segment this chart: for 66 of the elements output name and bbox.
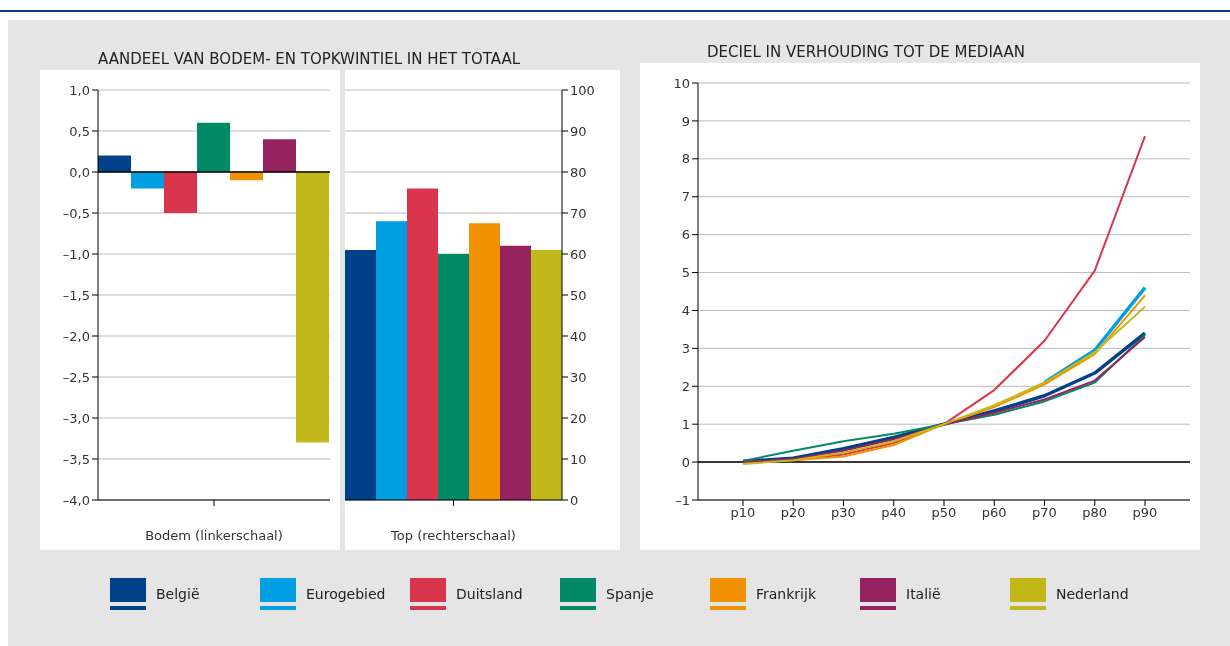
x-tick-label: p50: [931, 505, 957, 521]
y-tick-label: –2,0: [62, 328, 90, 344]
y-tick-label: 40: [570, 328, 587, 344]
bar: [407, 188, 438, 500]
y-tick-label: –3,0: [62, 410, 90, 426]
legend-label: Nederland: [1056, 586, 1129, 602]
chart-title: AANDEEL VAN BODEM- EN TOPKWINTIEL IN HET TOTAAL: [98, 50, 521, 68]
bar: [438, 254, 469, 500]
y-tick-label: 30: [570, 369, 587, 385]
bar: [500, 245, 531, 500]
y-tick-label: –1: [675, 492, 690, 508]
bar: [469, 223, 500, 500]
y-tick-label: –0,5: [62, 205, 90, 221]
y-tick-label: 0,0: [69, 164, 90, 180]
y-tick-label: 80: [570, 164, 587, 180]
y-tick-label: –3,5: [62, 451, 90, 467]
legend-label: Frankrijk: [756, 586, 816, 602]
legend-label: Spanje: [606, 586, 654, 602]
y-tick-label: 20: [570, 410, 587, 426]
bar: [164, 172, 197, 213]
x-tick-label: p70: [1032, 505, 1057, 521]
y-tick-label: 4: [681, 303, 690, 319]
bar: [296, 172, 329, 443]
bar: [197, 122, 230, 172]
y-tick-label: 8: [681, 151, 690, 167]
x-axis-title: Top (rechterschaal): [390, 528, 516, 543]
y-tick-label: –1,0: [62, 246, 90, 262]
y-tick-label: –4,0: [62, 492, 90, 508]
x-tick-label: p20: [780, 505, 806, 521]
y-tick-label: 2: [681, 378, 690, 394]
bar: [376, 221, 407, 500]
x-tick-label: p80: [1082, 505, 1108, 521]
chart-title: DECIEL IN VERHOUDING TOT DE MEDIAAN: [707, 43, 1026, 61]
bar: [345, 249, 376, 500]
x-tick-label: p10: [730, 505, 756, 521]
y-tick-label: 0,5: [69, 123, 90, 139]
legend-label: Italië: [906, 586, 941, 602]
bar: [531, 249, 562, 500]
x-tick-label: p90: [1132, 505, 1158, 521]
bar: [263, 139, 296, 172]
y-tick-label: 70: [570, 205, 587, 221]
y-tick-label: 9: [681, 113, 690, 129]
y-tick-label: 6: [681, 227, 690, 243]
y-tick-label: 100: [570, 82, 595, 98]
x-tick-label: p60: [981, 505, 1007, 521]
legend-label: Eurogebied: [306, 586, 386, 602]
legend-label: Duitsland: [456, 586, 523, 602]
bar: [131, 172, 164, 189]
x-tick-label: p40: [881, 505, 907, 521]
y-tick-label: 1: [681, 416, 690, 432]
y-tick-label: 0: [681, 454, 690, 470]
y-tick-label: 1,0: [69, 82, 90, 98]
y-tick-label: 60: [570, 246, 587, 262]
legend-label: België: [156, 586, 200, 602]
x-axis-title: Bodem (linkerschaal): [145, 528, 283, 543]
y-tick-label: –1,5: [62, 287, 90, 303]
y-tick-label: 10: [570, 451, 587, 467]
y-tick-label: 3: [681, 340, 690, 356]
y-tick-label: 7: [681, 189, 690, 205]
y-tick-label: 50: [570, 287, 587, 303]
x-tick-label: p30: [831, 505, 856, 521]
y-tick-label: 5: [681, 265, 690, 281]
y-tick-label: 10: [673, 75, 690, 91]
y-tick-label: 0: [570, 492, 579, 508]
y-tick-label: –2,5: [62, 369, 90, 385]
y-tick-label: 90: [570, 123, 587, 139]
